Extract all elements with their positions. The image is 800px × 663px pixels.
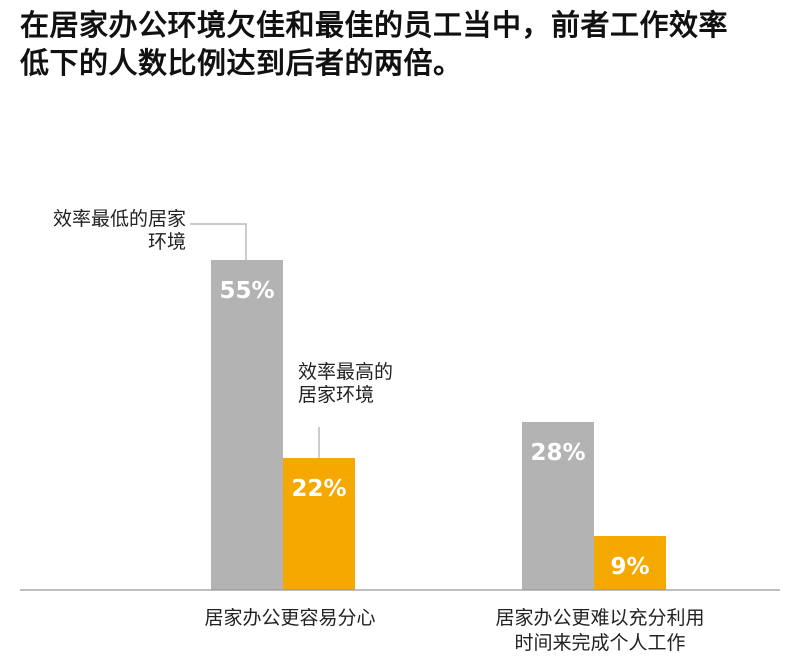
bar-value-label-series-0-category-1: 28% [530, 440, 585, 466]
series-label-lowest-efficiency: 效率最低的居家 环境 [53, 208, 186, 254]
bar-value-label-series-1-category-1: 9% [610, 554, 649, 580]
bar-series-0-category-1 [522, 422, 594, 590]
bar-value-label-series-0-category-0: 55% [219, 278, 274, 304]
chart-title: 在居家办公环境欠佳和最佳的员工当中，前者工作效率 低下的人数比例达到后者的两倍。 [20, 6, 790, 82]
category-label-distraction: 居家办公更容易分心 [150, 606, 430, 631]
series-label-highest-efficiency: 效率最高的 居家环境 [298, 361, 393, 407]
leader-line-series-0 [190, 223, 247, 260]
bars-group [211, 260, 666, 590]
series-label-line-2: 环境 [147, 231, 186, 253]
chart-title-line-1: 在居家办公环境欠佳和最佳的员工当中，前者工作效率 [20, 8, 729, 42]
bar-series-0-category-0 [211, 260, 283, 590]
series-label-line-1: 效率最高的 [298, 361, 394, 383]
chart-title-line-2: 低下的人数比例达到后者的两倍。 [20, 46, 463, 80]
bar-series-1-category-1 [594, 536, 666, 590]
series-label-leaders [190, 223, 320, 458]
category-label-line-1: 居家办公更难以充分利用 [495, 607, 705, 629]
category-label-line-2: 时间来完成个人工作 [514, 632, 686, 654]
bar-series-1-category-0 [283, 458, 355, 590]
category-label-time-use: 居家办公更难以充分利用 时间来完成个人工作 [450, 606, 750, 656]
series-label-line-2: 居家环境 [298, 384, 375, 406]
category-label-line-1: 居家办公更容易分心 [204, 607, 376, 629]
bar-value-label-series-1-category-0: 22% [291, 476, 346, 502]
series-label-line-1: 效率最低的居家 [52, 208, 186, 230]
bar-value-labels: 55% 28% 22% 9% [219, 278, 649, 580]
